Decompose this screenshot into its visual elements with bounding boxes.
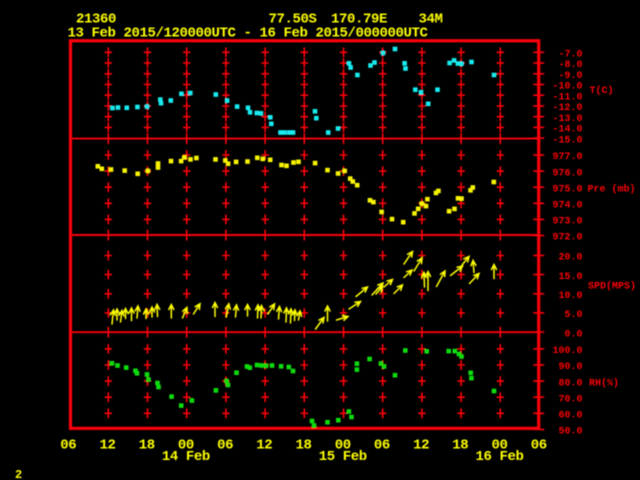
svg-text:12: 12 <box>256 437 272 453</box>
svg-text:5.0: 5.0 <box>564 310 582 321</box>
svg-text:14 Feb: 14 Feb <box>162 449 210 465</box>
svg-text:18: 18 <box>139 437 155 453</box>
svg-text:976.0: 976.0 <box>552 168 582 179</box>
svg-text:975.0: 975.0 <box>552 184 582 195</box>
svg-text:13 Feb 2015/120000UTC - 16 Feb: 13 Feb 2015/120000UTC - 16 Feb 2015/0000… <box>68 26 429 42</box>
svg-text:-14.0: -14.0 <box>552 125 582 136</box>
svg-text:-10.0: -10.0 <box>552 82 582 93</box>
svg-text:-9.0: -9.0 <box>558 71 582 82</box>
svg-text:-7.0: -7.0 <box>558 50 582 61</box>
svg-text:06: 06 <box>531 437 547 453</box>
svg-text:T(C): T(C) <box>590 85 614 97</box>
svg-text:50.0: 50.0 <box>558 427 582 438</box>
svg-text:15 Feb: 15 Feb <box>319 449 367 465</box>
svg-text:12: 12 <box>413 437 429 453</box>
svg-text:-13.0: -13.0 <box>552 114 582 125</box>
svg-text:100.0: 100.0 <box>552 346 582 357</box>
svg-text:-15.0: -15.0 <box>552 135 582 146</box>
svg-text:00: 00 <box>491 437 507 453</box>
svg-text:15.0: 15.0 <box>558 272 582 283</box>
svg-text:21360: 21360 <box>76 12 116 28</box>
svg-text:-11.0: -11.0 <box>552 92 582 103</box>
svg-text:00: 00 <box>335 437 351 453</box>
svg-text:170.79E: 170.79E <box>331 12 387 28</box>
svg-text:RH(%): RH(%) <box>589 377 619 389</box>
svg-text:06: 06 <box>60 437 76 453</box>
svg-text:06: 06 <box>374 437 390 453</box>
svg-text:972.0: 972.0 <box>552 233 582 244</box>
svg-text:974.0: 974.0 <box>552 201 582 212</box>
svg-text:-8.0: -8.0 <box>558 60 582 71</box>
svg-text:60.0: 60.0 <box>558 411 582 422</box>
svg-text:10.0: 10.0 <box>558 291 582 302</box>
svg-text:20.0: 20.0 <box>558 253 582 264</box>
svg-text:977.0: 977.0 <box>552 152 582 163</box>
svg-text:70.0: 70.0 <box>558 394 582 405</box>
svg-text:Pre (mb): Pre (mb) <box>588 184 636 196</box>
svg-text:SPD(MPS): SPD(MPS) <box>588 280 636 292</box>
svg-text:18: 18 <box>452 437 468 453</box>
svg-text:00: 00 <box>178 437 194 453</box>
svg-text:34M: 34M <box>419 12 443 28</box>
svg-text:-12.0: -12.0 <box>552 103 582 114</box>
svg-text:16 Feb: 16 Feb <box>475 449 523 465</box>
svg-text:90.0: 90.0 <box>558 362 582 373</box>
svg-text:973.0: 973.0 <box>552 217 582 228</box>
svg-text:18: 18 <box>295 437 311 453</box>
svg-text:80.0: 80.0 <box>558 378 582 389</box>
svg-text:12: 12 <box>99 437 115 453</box>
svg-text:06: 06 <box>217 437 233 453</box>
svg-text:0.0: 0.0 <box>564 329 582 340</box>
svg-text:77.50S: 77.50S <box>269 12 317 28</box>
svg-text:2: 2 <box>15 468 22 480</box>
